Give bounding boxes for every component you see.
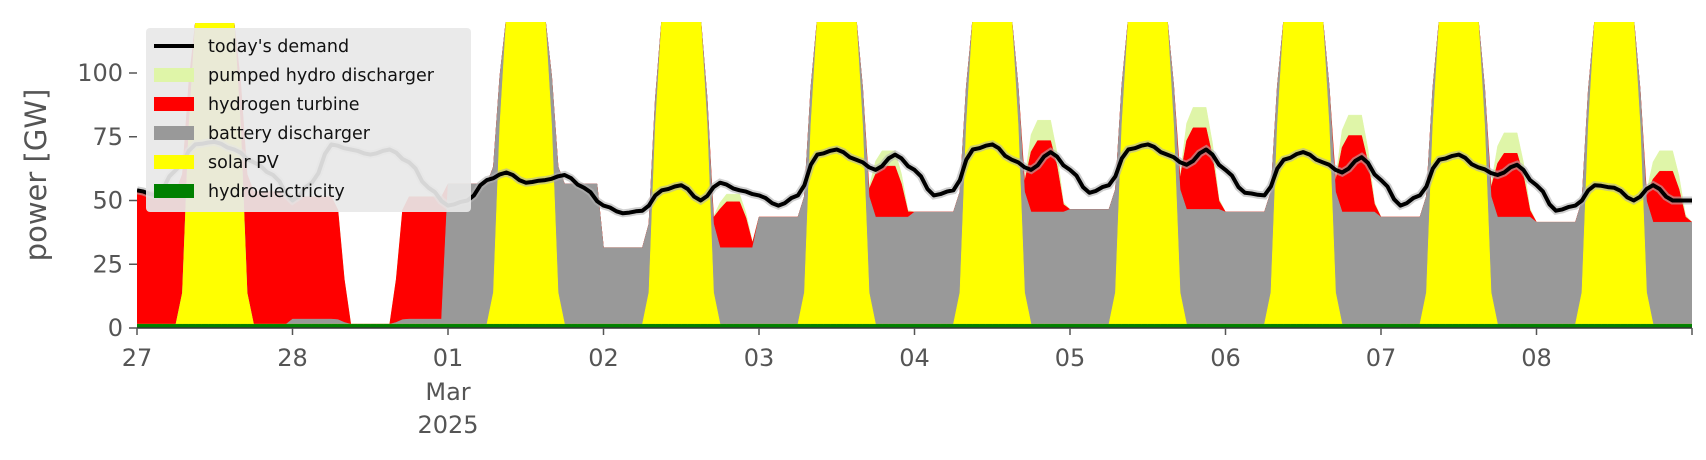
legend-swatch xyxy=(154,126,194,140)
legend-label: hydroelectricity xyxy=(208,182,345,202)
x-tick-label: 02 xyxy=(588,344,619,372)
x-tick-label: 03 xyxy=(744,344,775,372)
legend-item: hydrogen turbine xyxy=(154,95,360,115)
legend-swatch xyxy=(154,184,194,198)
legend-item: solar PV xyxy=(154,153,279,173)
x-tick-label: 04 xyxy=(899,344,930,372)
legend-swatch xyxy=(154,155,194,169)
x-tick-label: 07 xyxy=(1366,344,1397,372)
axes-layer: 0 25 50 75 100 27 28 01 Mar 2025 02 03 04 05 06 07 08 xyxy=(77,59,1693,439)
legend-box xyxy=(146,28,471,212)
legend-label: solar PV xyxy=(208,153,279,173)
legend: today's demand pumped hydro discharger hyd… xyxy=(146,28,471,212)
legend-swatch xyxy=(154,97,194,111)
x-tick-label: 01 xyxy=(433,344,464,372)
x-tick-sublabel-month: Mar xyxy=(425,378,470,406)
y-tick-label: 0 xyxy=(108,314,123,342)
stacked-area-layer xyxy=(137,22,1692,328)
x-tick-label: 28 xyxy=(277,344,308,372)
legend-item: today's demand xyxy=(154,37,349,57)
x-tick-label: 27 xyxy=(122,344,153,372)
legend-swatch xyxy=(154,68,194,82)
legend-label: battery discharger xyxy=(208,124,371,144)
y-tick-label: 50 xyxy=(92,187,123,215)
y-axis-title: power [GW] xyxy=(19,89,53,262)
legend-item: pumped hydro discharger xyxy=(154,66,435,86)
x-tick-label: 05 xyxy=(1055,344,1086,372)
x-tick-label: 06 xyxy=(1210,344,1241,372)
y-tick-label: 100 xyxy=(77,59,123,87)
legend-item: hydroelectricity xyxy=(154,182,345,202)
x-tick-sublabel-year: 2025 xyxy=(417,411,478,439)
legend-label: pumped hydro discharger xyxy=(208,66,435,86)
legend-label: hydrogen turbine xyxy=(208,95,360,115)
legend-label: today's demand xyxy=(208,37,349,57)
y-tick-label: 75 xyxy=(92,123,123,151)
legend-item: battery discharger xyxy=(154,124,371,144)
x-tick-label: 08 xyxy=(1521,344,1552,372)
area-hydroelectricity xyxy=(137,323,1692,328)
y-tick-label: 25 xyxy=(92,250,123,278)
